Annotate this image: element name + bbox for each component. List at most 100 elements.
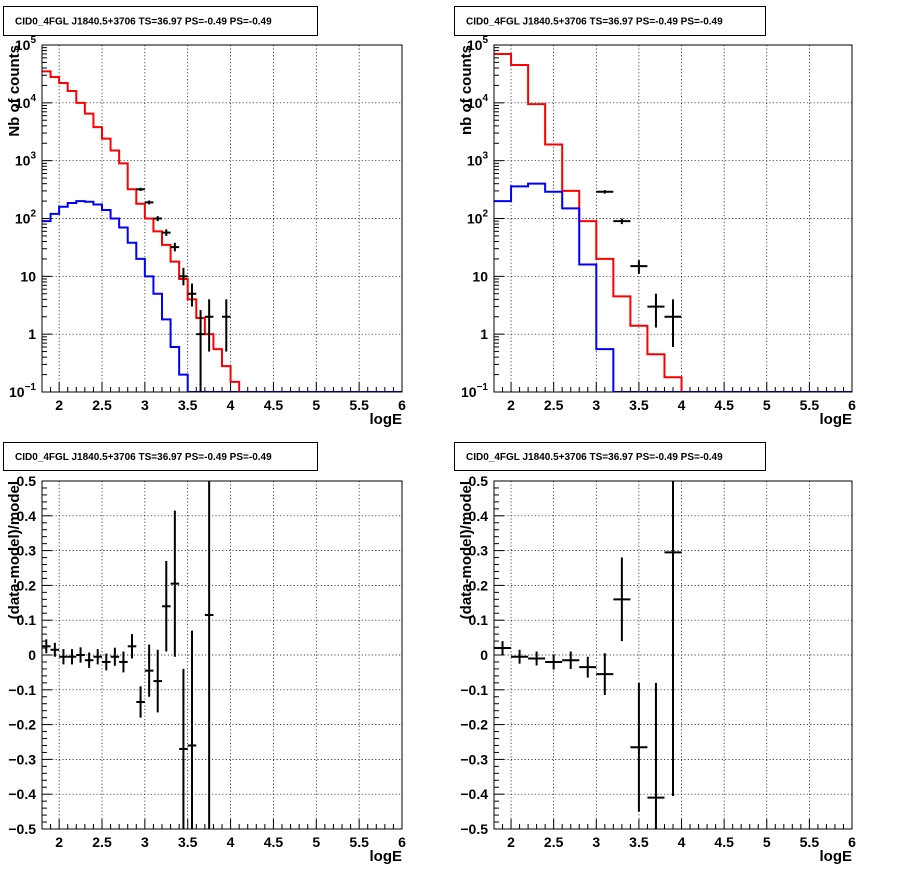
data-point <box>59 649 68 665</box>
y-tick-label: 0.2 <box>17 577 37 593</box>
y-axis-label: Nb of counts <box>6 45 23 137</box>
data-point <box>93 649 102 665</box>
x-tick-label: 4.5 <box>264 397 284 413</box>
data-point <box>545 654 563 670</box>
x-tick-label: 4.5 <box>714 834 734 850</box>
y-tick-label: 10 <box>20 268 36 284</box>
x-tick-label: 3.5 <box>178 397 198 413</box>
data-point <box>170 242 180 252</box>
x-tick-label: 5.5 <box>349 834 369 850</box>
chart-title: CID0_4FGL J1840.5+3706 TS=36.97 PS=-0.49… <box>466 17 723 28</box>
y-tick-label: 0 <box>480 647 488 663</box>
x-tick-label: 2.5 <box>544 834 564 850</box>
x-tick-label: 5 <box>763 397 771 413</box>
x-tick-label: 6 <box>398 397 406 413</box>
data-point <box>153 649 162 713</box>
chart-title: CID0_4FGL J1840.5+3706 TS=36.97 PS=-0.49… <box>15 17 272 28</box>
x-tick-label: 5.5 <box>349 397 369 413</box>
panel-4: CID0_4FGL J1840.5+3706 TS=36.97 PS=-0.49… <box>454 442 856 865</box>
y-tick-label: 1 <box>480 326 488 342</box>
data-point <box>76 647 85 663</box>
x-tick-label: 4 <box>678 397 686 413</box>
y-tick-label: 0.1 <box>469 612 489 628</box>
x-tick-label: 6 <box>398 834 406 850</box>
x-tick-label: 6 <box>848 397 856 413</box>
title-box <box>3 6 318 36</box>
x-tick-label: 4 <box>227 397 235 413</box>
y-tick-label: 105 <box>467 35 489 53</box>
x-tick-label: 4.5 <box>714 397 734 413</box>
x-tick-label: 2 <box>507 834 515 850</box>
y-tick-label: −0.5 <box>8 821 36 837</box>
x-axis-label: logE <box>370 848 403 865</box>
x-tick-label: 3 <box>141 397 149 413</box>
plot-area <box>494 481 682 829</box>
title-box <box>454 442 766 471</box>
data-point <box>162 229 171 236</box>
data-point <box>196 310 205 392</box>
x-tick-label: 5.5 <box>800 834 820 850</box>
data-point <box>136 187 145 191</box>
data-point <box>511 649 529 664</box>
y-tick-label: 103 <box>467 151 489 169</box>
data-point <box>179 668 188 829</box>
source-histogram <box>494 182 852 392</box>
model-total-histogram <box>494 52 852 392</box>
data-point <box>613 218 631 225</box>
data-point <box>102 653 111 671</box>
data-point <box>50 642 60 657</box>
data-point <box>179 267 188 286</box>
data-point <box>222 299 231 352</box>
y-axis-label: nb of counts <box>458 45 475 135</box>
y-tick-label: −0.1 <box>460 682 488 698</box>
data-point <box>144 644 154 697</box>
data-point <box>136 686 145 718</box>
data-point <box>170 510 180 657</box>
x-tick-label: 3 <box>592 834 600 850</box>
x-axis-label: logE <box>820 411 853 428</box>
data-point <box>67 649 77 665</box>
y-tick-label: 0.3 <box>17 543 37 559</box>
data-point <box>127 634 137 659</box>
data-point <box>647 293 665 328</box>
x-tick-label: 3.5 <box>178 834 198 850</box>
data-point <box>119 651 128 673</box>
x-tick-label: 3 <box>592 397 600 413</box>
y-tick-label: −0.3 <box>8 751 36 767</box>
panel-2: CID0_4FGL J1840.5+3706 TS=36.97 PS=-0.49… <box>454 6 856 428</box>
data-point <box>630 682 648 812</box>
y-tick-label: 0.2 <box>469 577 489 593</box>
data-point <box>204 481 214 829</box>
data-point <box>110 647 120 666</box>
chart-title: CID0_4FGL J1840.5+3706 TS=36.97 PS=-0.49… <box>466 452 723 463</box>
data-point <box>664 299 682 347</box>
data-point <box>528 651 546 666</box>
y-tick-label: 0 <box>28 647 36 663</box>
x-tick-label: 3.5 <box>629 397 649 413</box>
x-tick-label: 4 <box>678 834 686 850</box>
x-tick-label: 5 <box>763 834 771 850</box>
panel-3: CID0_4FGL J1840.5+3706 TS=36.97 PS=-0.49… <box>3 442 406 865</box>
data-point <box>613 557 631 642</box>
plot-area <box>42 481 214 829</box>
y-tick-label: −0.4 <box>8 786 36 802</box>
model-total-histogram <box>42 70 402 392</box>
x-tick-label: 4 <box>227 834 235 850</box>
y-axis-label: (data-model)/model <box>6 481 23 619</box>
y-tick-label: 105 <box>15 35 37 53</box>
y-tick-label: −0.5 <box>460 821 488 837</box>
y-tick-label: 10−1 <box>9 382 36 400</box>
y-tick-label: 104 <box>15 93 37 111</box>
plot-frame <box>493 44 853 393</box>
data-point <box>187 630 197 829</box>
x-tick-label: 2.5 <box>92 834 112 850</box>
plot-frame <box>41 44 403 393</box>
x-tick-label: 2 <box>55 834 63 850</box>
data-point <box>144 200 154 205</box>
data-point <box>187 283 197 307</box>
data-point <box>153 216 162 222</box>
y-tick-label: 103 <box>15 151 37 169</box>
data-point <box>630 260 648 274</box>
x-tick-label: 3.5 <box>629 834 649 850</box>
data-point <box>494 641 512 655</box>
